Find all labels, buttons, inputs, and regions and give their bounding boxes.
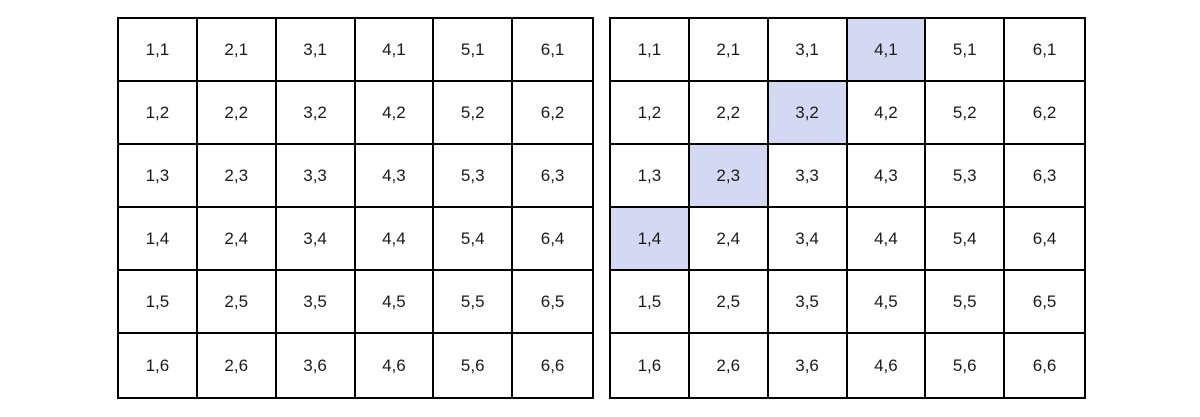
grid-cell: 3,4 xyxy=(768,208,848,271)
grid-cell: 2,4 xyxy=(197,208,277,271)
grid-cell-highlighted: 4,1 xyxy=(847,19,927,82)
grid-cell: 2,5 xyxy=(197,271,277,334)
grid-cell: 5,2 xyxy=(434,82,514,145)
grid-cell: 3,6 xyxy=(768,334,848,397)
grid-cell: 2,4 xyxy=(689,208,769,271)
grid-cell: 2,2 xyxy=(689,82,769,145)
grid-cell: 5,4 xyxy=(926,208,1006,271)
grid-cell: 4,3 xyxy=(847,145,927,208)
grid-cell: 2,2 xyxy=(197,82,277,145)
grid-cell: 5,4 xyxy=(434,208,514,271)
grid-cell: 1,1 xyxy=(611,19,690,82)
grid-cell: 6,5 xyxy=(1005,271,1084,334)
grid-cell: 6,3 xyxy=(1005,145,1084,208)
grid-cell: 4,6 xyxy=(847,334,927,397)
grid-cell: 3,6 xyxy=(276,334,356,397)
grid-cell: 2,1 xyxy=(197,19,277,82)
grid-cell: 6,2 xyxy=(1005,82,1084,145)
grid-cell: 6,6 xyxy=(1005,334,1084,397)
grid-cell: 4,1 xyxy=(355,19,435,82)
grid-cell: 2,5 xyxy=(689,271,769,334)
grid-cell: 1,3 xyxy=(611,145,690,208)
grid-cell: 6,3 xyxy=(513,145,592,208)
grid-cell: 3,5 xyxy=(276,271,356,334)
grid-cell: 4,3 xyxy=(355,145,435,208)
grid-cell: 4,2 xyxy=(355,82,435,145)
grid-cell: 1,2 xyxy=(119,82,198,145)
grid-cell: 6,5 xyxy=(513,271,592,334)
grid-cell: 6,1 xyxy=(513,19,592,82)
grid-cell: 3,5 xyxy=(768,271,848,334)
grid-cell: 4,4 xyxy=(355,208,435,271)
grid-cell: 5,3 xyxy=(926,145,1006,208)
grid-cell: 3,3 xyxy=(768,145,848,208)
grid-cell: 1,5 xyxy=(611,271,690,334)
grid-cell: 5,5 xyxy=(434,271,514,334)
grid-cell: 6,6 xyxy=(513,334,592,397)
grid-cell: 6,4 xyxy=(1005,208,1084,271)
grid-cell: 5,1 xyxy=(926,19,1006,82)
grid-cell: 5,6 xyxy=(926,334,1006,397)
grid-cell: 2,3 xyxy=(197,145,277,208)
grid-cell: 4,4 xyxy=(847,208,927,271)
grid-cell: 2,6 xyxy=(689,334,769,397)
grid-right: 1,1 2,1 3,1 4,1 5,1 6,1 1,2 2,2 3,2 4,2 5,2 6,2 1,3 2… xyxy=(609,17,1086,399)
grid-cell: 3,1 xyxy=(276,19,356,82)
grid-cell: 5,3 xyxy=(434,145,514,208)
grid-cell: 1,4 xyxy=(119,208,198,271)
grid-cell: 2,1 xyxy=(689,19,769,82)
grid-cell: 6,2 xyxy=(513,82,592,145)
grid-cell: 3,4 xyxy=(276,208,356,271)
grid-cell: 1,3 xyxy=(119,145,198,208)
grid-cell: 5,5 xyxy=(926,271,1006,334)
grid-cell: 1,2 xyxy=(611,82,690,145)
grid-cell: 4,5 xyxy=(847,271,927,334)
grid-cell-highlighted: 3,2 xyxy=(768,82,848,145)
grid-cell: 4,6 xyxy=(355,334,435,397)
grid-cell: 4,5 xyxy=(355,271,435,334)
grid-cell: 3,3 xyxy=(276,145,356,208)
grid-cell: 1,6 xyxy=(119,334,198,397)
grid-cell: 1,6 xyxy=(611,334,690,397)
grid-cell: 5,1 xyxy=(434,19,514,82)
grid-cell: 6,1 xyxy=(1005,19,1084,82)
grid-cell: 1,1 xyxy=(119,19,198,82)
grid-cell: 5,2 xyxy=(926,82,1006,145)
grid-cell: 5,6 xyxy=(434,334,514,397)
grid-cell-highlighted: 1,4 xyxy=(611,208,690,271)
grid-cell: 3,2 xyxy=(276,82,356,145)
grid-cell: 4,2 xyxy=(847,82,927,145)
grid-cell-highlighted: 2,3 xyxy=(689,145,769,208)
grid-cell: 6,4 xyxy=(513,208,592,271)
grid-cell: 2,6 xyxy=(197,334,277,397)
grid-left: 1,1 2,1 3,1 4,1 5,1 6,1 1,2 2,2 3,2 4,2 5,2 6,2 1,3 2… xyxy=(117,17,594,399)
grid-cell: 1,5 xyxy=(119,271,198,334)
grid-cell: 3,1 xyxy=(768,19,848,82)
